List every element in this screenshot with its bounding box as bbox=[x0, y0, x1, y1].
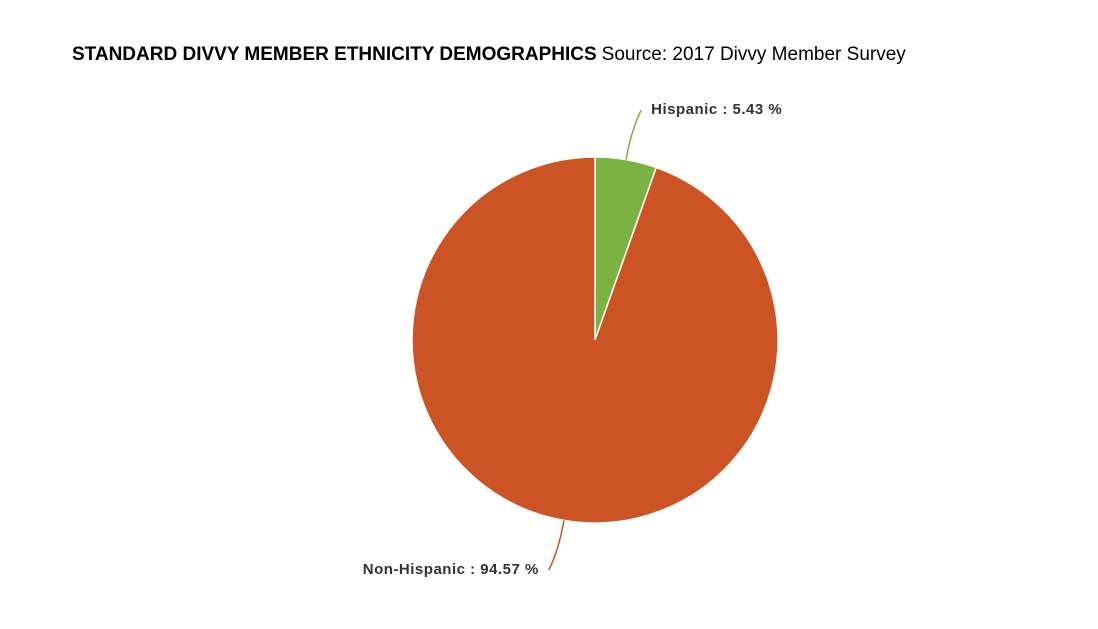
data-label: Non-Hispanic : 94.57 % bbox=[363, 561, 539, 578]
chart-subtitle: Source: 2017 Divvy Member Survey bbox=[602, 44, 907, 65]
leader-line bbox=[548, 520, 565, 571]
leader-line bbox=[625, 109, 642, 160]
chart-heading: STANDARD DIVVY MEMBER ETHNICITY DEMOGRAP… bbox=[72, 44, 906, 65]
pie-slice bbox=[411, 156, 779, 524]
data-label: Hispanic : 5.43 % bbox=[651, 101, 782, 118]
chart-title: STANDARD DIVVY MEMBER ETHNICITY DEMOGRAP… bbox=[72, 44, 597, 65]
